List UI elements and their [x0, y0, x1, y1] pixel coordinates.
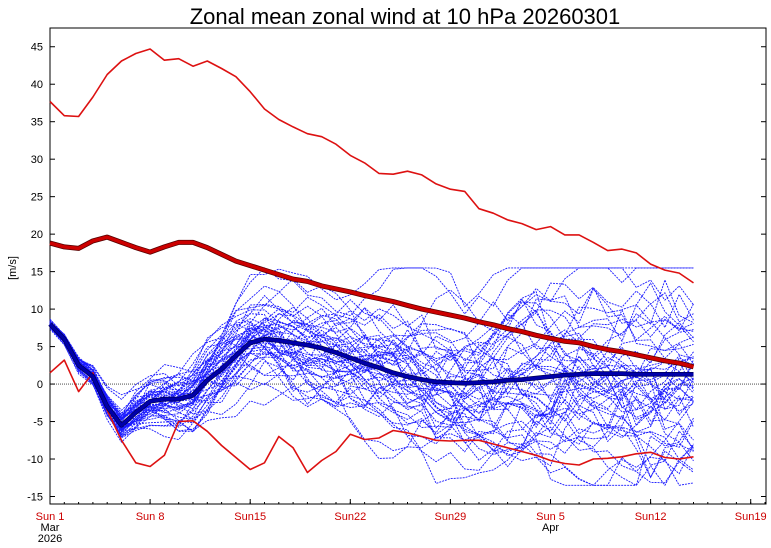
ensemble-member-line [49, 326, 694, 486]
ensemble-member-line [49, 304, 694, 437]
ensemble-member-line [49, 323, 694, 445]
y-tick-label: -15 [27, 492, 43, 504]
y-tick-label: 10 [31, 304, 43, 316]
ensemble-member-line [49, 317, 694, 432]
y-tick-label: 20 [31, 229, 43, 241]
y-tick-label: 40 [31, 79, 43, 91]
y-tick-label: 45 [31, 42, 43, 54]
ensemble-member-line [49, 324, 694, 421]
climatological-maximum-line [49, 48, 694, 284]
ensemble-members [49, 267, 694, 487]
y-tick-label: 0 [37, 379, 43, 391]
ensemble-mean-line [48, 322, 694, 427]
ensemble-member-line [49, 267, 694, 401]
ensemble-member-line [49, 324, 694, 433]
x-tick-label: Sun 1 [36, 511, 65, 523]
climatological-mean-line [49, 235, 694, 369]
y-tick-label: 30 [31, 154, 43, 166]
ensemble-member-line [49, 322, 694, 428]
ensemble-member-line [49, 278, 694, 443]
ensemble-member-line [49, 324, 694, 443]
ensemble-member-line [49, 321, 694, 429]
y-tick-label: 15 [31, 267, 43, 279]
month-label: Apr [542, 522, 559, 534]
climatological-minimum-line [49, 359, 694, 474]
x-tick-label: Sun 5 [536, 511, 565, 523]
x-tick-label: Sun19 [735, 511, 767, 523]
y-axis: -15 -10 -5 0 5 10 15 20 25 30 35 40 45 [27, 42, 766, 504]
ensemble-member-line [49, 314, 694, 432]
ensemble-member-line [49, 326, 694, 430]
x-axis: Sun 1 Sun 8 Sun15 Sun22 Sun29 Sun 5 Sun12 Sun19… [36, 499, 767, 545]
ensemble-member-line [49, 288, 694, 415]
y-tick-label: 35 [31, 117, 43, 129]
ensemble-member-line [49, 325, 694, 486]
ensemble-member-line [49, 309, 694, 431]
x-tick-label: Sun15 [234, 511, 266, 523]
y-tick-label: -5 [33, 417, 43, 429]
ensemble-member-line [49, 326, 694, 475]
chart-title: Zonal mean zonal wind at 10 hPa 20260301 [190, 4, 621, 29]
y-tick-label: 25 [31, 192, 43, 204]
x-tick-label: Sun22 [334, 511, 366, 523]
year-label: 2026 [38, 533, 62, 545]
ensemble-member-line [49, 321, 694, 486]
ensemble-member-line [49, 324, 694, 441]
ensemble-member-line [49, 312, 694, 429]
ensemble-member-line [49, 278, 694, 414]
ensemble-member-line [49, 328, 694, 453]
x-tick-label: Sun 8 [136, 511, 165, 523]
ensemble-member-line [49, 291, 694, 419]
month-label: Mar [41, 522, 60, 534]
ensemble-member-line [49, 324, 694, 452]
y-tick-label: -10 [27, 454, 43, 466]
x-tick-label: Sun29 [434, 511, 466, 523]
x-tick-label: Sun12 [635, 511, 667, 523]
ensemble-member-line [49, 325, 694, 448]
y-axis-label: [m/s] [7, 256, 19, 280]
y-tick-label: 5 [37, 342, 43, 354]
ensemble-member-line [49, 299, 694, 428]
ensemble-member-line [49, 325, 694, 479]
series-group [48, 48, 695, 474]
ensemble-member-line [49, 267, 694, 396]
ensemble-member-line [49, 312, 694, 479]
